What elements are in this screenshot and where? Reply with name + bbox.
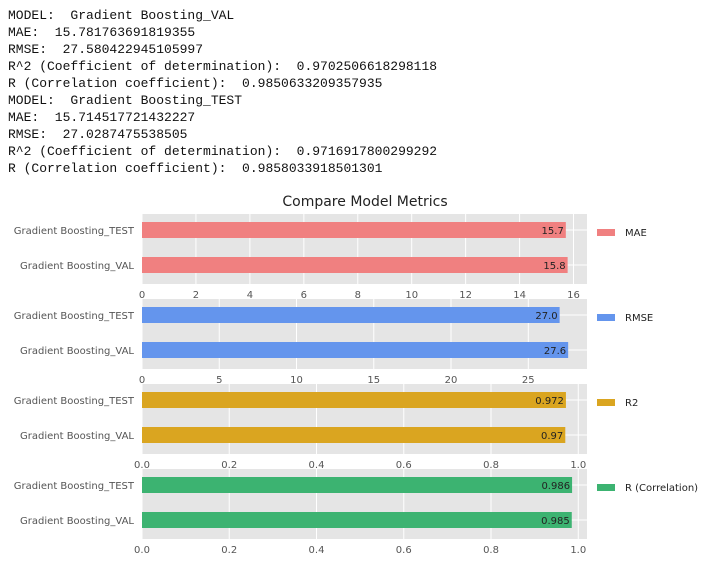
category-label: Gradient Boosting_TEST (14, 311, 135, 322)
x-tick-label: 0.8 (483, 545, 499, 556)
x-tick-label: 0 (139, 290, 145, 301)
console-line: MAE: 15.714517721432227 (8, 110, 196, 125)
bar-value-label: 0.985 (541, 516, 570, 527)
x-tick-label: 10 (405, 290, 418, 301)
bar (142, 257, 568, 273)
x-tick-label: 16 (567, 290, 580, 301)
figure-title: Compare Model Metrics (282, 194, 447, 210)
category-label: Gradient Boosting_TEST (14, 396, 135, 407)
console-line: R (Correlation coefficient): 0.985803391… (8, 161, 383, 176)
x-tick-label: 2 (193, 290, 199, 301)
bar (142, 307, 560, 323)
bar (142, 392, 566, 408)
x-tick-label: 5 (216, 375, 222, 386)
bar (142, 342, 569, 358)
x-tick-label: 0.0 (134, 545, 150, 556)
x-tick-label: 10 (290, 375, 303, 386)
bar (142, 477, 573, 493)
console-line: MAE: 15.781763691819355 (8, 25, 196, 40)
bar-value-label: 27.6 (544, 346, 566, 357)
bar (142, 427, 566, 443)
category-label: Gradient Boosting_VAL (20, 516, 134, 527)
x-tick-label: 0.0 (134, 460, 150, 471)
legend-swatch (597, 229, 615, 236)
bar-value-label: 0.986 (541, 481, 570, 492)
legend-label: R (Correlation) (625, 483, 698, 494)
x-tick-label: 1.0 (570, 460, 586, 471)
category-label: Gradient Boosting_VAL (20, 346, 134, 357)
category-label: Gradient Boosting_TEST (14, 226, 135, 237)
console-line: RMSE: 27.0287475538505 (8, 127, 188, 142)
x-tick-label: 0.4 (309, 460, 325, 471)
bar-value-label: 0.972 (535, 396, 564, 407)
bar-value-label: 27.0 (535, 311, 557, 322)
legend-swatch (597, 314, 615, 321)
console-line: R (Correlation coefficient): 0.985063320… (8, 76, 383, 91)
bar-value-label: 0.97 (541, 431, 563, 442)
x-tick-label: 15 (367, 375, 380, 386)
legend-swatch (597, 399, 615, 406)
x-tick-label: 25 (522, 375, 535, 386)
bar (142, 222, 566, 238)
x-tick-label: 14 (513, 290, 526, 301)
console-line: MODEL: Gradient Boosting_VAL (8, 8, 235, 23)
x-tick-label: 0.2 (221, 460, 237, 471)
x-tick-label: 8 (355, 290, 361, 301)
bar (142, 512, 572, 528)
legend-label: R2 (625, 398, 638, 409)
bar-value-label: 15.8 (543, 261, 565, 272)
category-label: Gradient Boosting_TEST (14, 481, 135, 492)
category-label: Gradient Boosting_VAL (20, 431, 134, 442)
x-tick-label: 0 (139, 375, 145, 386)
x-tick-label: 1.0 (570, 545, 586, 556)
legend-label: MAE (625, 228, 647, 239)
console-line: MODEL: Gradient Boosting_TEST (8, 93, 243, 108)
x-tick-label: 0.6 (396, 545, 412, 556)
metric-panel-r2: 0.0 0.2 0.4 0.6 0.8 1.0 0.972 Gradient Boosting… (14, 384, 638, 471)
legend-label: RMSE (625, 313, 653, 324)
legend-swatch (597, 484, 615, 491)
console-line: R^2 (Coefficient of determination): 0.97… (8, 144, 438, 159)
console-line: R^2 (Coefficient of determination): 0.97… (8, 59, 438, 74)
metric-panel-rmse: 0 5 10 15 20 25 27.0 Gradient Boosting_TEST 27.6… (14, 299, 653, 386)
console-line: RMSE: 27.580422945105997 (8, 42, 204, 57)
x-tick-label: 4 (247, 290, 253, 301)
x-tick-label: 0.4 (309, 545, 325, 556)
x-tick-label: 0.2 (221, 545, 237, 556)
x-tick-label: 6 (301, 290, 307, 301)
x-tick-label: 12 (459, 290, 472, 301)
metric-panel-mae: 0 2 4 6 8 10 12 14 16 15.7 Gradient Boosting_TEST 1… (14, 214, 647, 301)
console-output: MODEL: Gradient Boosting_VAL MAE: 15.7817… (8, 7, 437, 177)
bar-value-label: 15.7 (542, 226, 564, 237)
category-label: Gradient Boosting_VAL (20, 261, 134, 272)
x-tick-label: 20 (445, 375, 458, 386)
x-tick-label: 0.8 (483, 460, 499, 471)
x-tick-label: 0.6 (396, 460, 412, 471)
metric-panel-r-correlation: 0.0 0.2 0.4 0.6 0.8 1.0 0.986 Gradient Boosting… (14, 469, 698, 556)
